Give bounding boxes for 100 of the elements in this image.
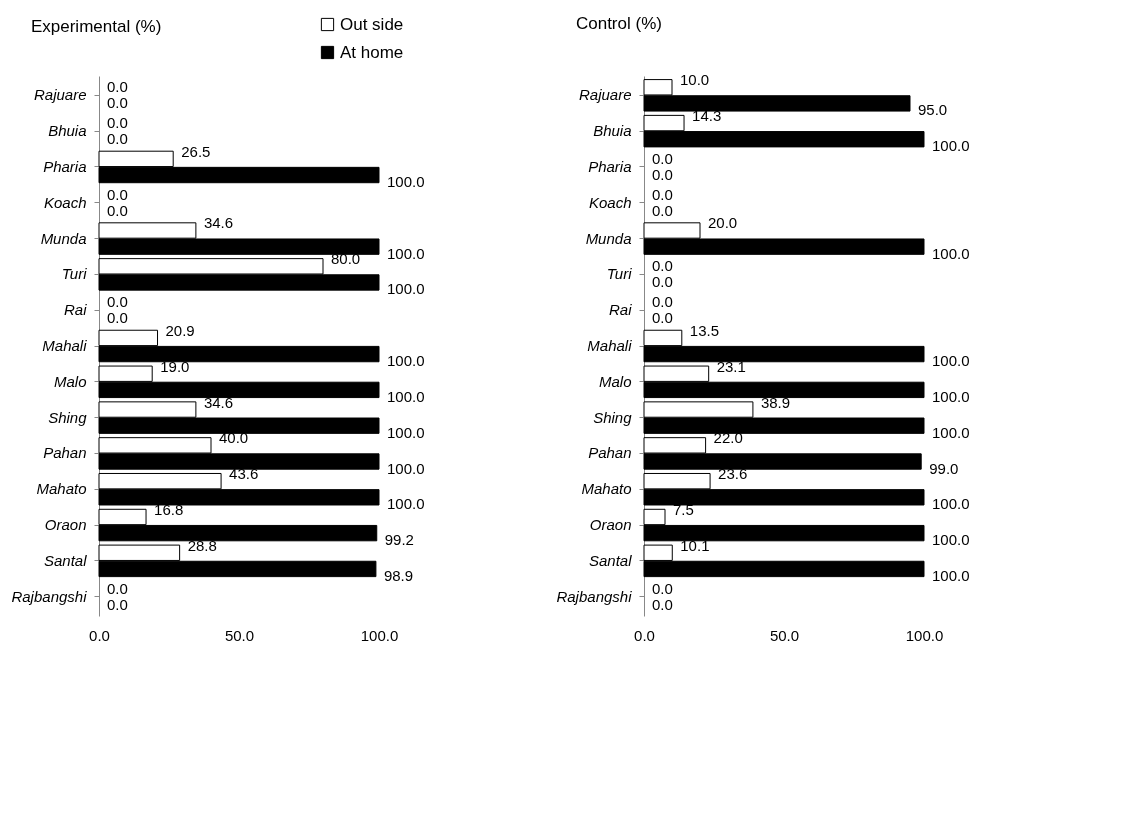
data-label: 100.0 — [387, 423, 425, 441]
x-tick-label: 100.0 — [360, 626, 399, 644]
y-tick-label: Rajbangshi — [556, 587, 633, 605]
data-label: 13.5 — [689, 321, 719, 339]
legend-label: At home — [340, 42, 404, 62]
y-tick-label: Rai — [608, 301, 633, 319]
data-label: 22.0 — [713, 429, 743, 447]
data-label: 100.0 — [932, 566, 970, 584]
chart-title: Control (%) — [575, 14, 662, 34]
data-label: 10.0 — [680, 71, 710, 89]
data-label: 100.0 — [932, 137, 970, 155]
data-label: 0.0 — [652, 185, 673, 203]
x-tick-label: 50.0 — [224, 626, 255, 644]
data-label: 26.5 — [181, 142, 211, 160]
data-label: 100.0 — [932, 244, 970, 262]
data-label: 40.0 — [219, 429, 249, 447]
y-tick-label: Munda — [585, 229, 632, 247]
y-tick-label: Oraon — [589, 516, 632, 534]
y-tick-label: Bhuia — [48, 122, 87, 140]
y-tick-label: Turi — [61, 265, 88, 283]
data-label: 0.0 — [652, 273, 673, 291]
data-label: 20.0 — [708, 214, 738, 232]
data-label: 0.0 — [107, 309, 128, 327]
data-label: 0.0 — [652, 579, 673, 597]
y-tick-label: Shing — [48, 408, 88, 426]
y-tick-label: Mahali — [587, 337, 633, 354]
data-label: 0.0 — [107, 78, 128, 96]
data-label: 0.0 — [652, 149, 673, 167]
data-label: 100.0 — [387, 495, 425, 513]
y-tick-label: Bhuia — [593, 122, 632, 140]
x-tick-label: 100.0 — [905, 626, 944, 644]
data-label: 100.0 — [387, 352, 425, 370]
data-label: 7.5 — [673, 500, 694, 518]
data-label: 20.9 — [165, 321, 195, 339]
y-tick-label: Munda — [40, 229, 87, 247]
data-label: 28.8 — [187, 536, 217, 554]
y-tick-label: Mahali — [42, 337, 88, 354]
data-label: 0.0 — [652, 201, 673, 219]
data-label: 34.6 — [203, 393, 234, 411]
data-label: 0.0 — [107, 201, 128, 219]
data-label: 0.0 — [107, 130, 128, 148]
data-label: 99.2 — [384, 531, 414, 549]
data-label: 100.0 — [387, 244, 425, 262]
data-label: 0.0 — [107, 293, 128, 311]
y-tick-label: Shing — [593, 408, 633, 426]
data-label: 99.0 — [929, 459, 959, 477]
data-label: 23.6 — [718, 465, 748, 483]
data-label: 38.9 — [760, 393, 791, 411]
y-tick-label: Mahato — [581, 480, 632, 498]
data-label: 100.0 — [387, 459, 425, 477]
data-label: 0.0 — [652, 257, 673, 275]
x-tick-label: 0.0 — [634, 626, 655, 644]
y-tick-label: Turi — [606, 265, 633, 283]
data-label: 98.9 — [383, 566, 414, 584]
data-label: 43.6 — [229, 465, 259, 483]
y-tick-label: Rajbangshi — [11, 587, 88, 605]
data-label: 0.0 — [107, 94, 128, 112]
data-label: 19.0 — [160, 357, 190, 375]
data-label: 0.0 — [652, 309, 673, 327]
data-label: 0.0 — [652, 293, 673, 311]
y-tick-label: Malo — [53, 372, 87, 390]
data-label: 100.0 — [387, 173, 425, 191]
x-tick-label: 0.0 — [89, 626, 110, 644]
chart-title: Experimental (%) — [30, 17, 162, 36]
y-tick-label: Malo — [598, 372, 632, 390]
data-label: 100.0 — [387, 280, 425, 298]
data-label: 95.0 — [918, 101, 948, 119]
data-label: 34.6 — [203, 214, 234, 232]
data-label: 0.0 — [107, 579, 128, 597]
data-label: 0.0 — [652, 595, 673, 613]
data-label: 0.0 — [107, 595, 128, 613]
data-label: 0.0 — [107, 185, 128, 203]
data-label: 14.3 — [692, 107, 722, 125]
x-tick-label: 50.0 — [769, 626, 800, 644]
y-tick-label: Pharia — [43, 157, 87, 175]
data-label: 16.8 — [154, 500, 184, 518]
data-label: 10.1 — [680, 536, 710, 554]
y-tick-label: Koach — [43, 193, 87, 211]
y-tick-label: Koach — [588, 193, 632, 211]
data-label: 100.0 — [387, 387, 425, 405]
data-label: 100.0 — [932, 387, 970, 405]
legend-label: Out side — [340, 14, 404, 34]
data-label: 23.1 — [716, 357, 746, 375]
data-label: 100.0 — [932, 352, 970, 370]
data-label: 0.0 — [107, 114, 128, 132]
y-tick-label: Mahato — [36, 480, 87, 498]
y-tick-label: Pharia — [588, 157, 632, 175]
data-label: 80.0 — [331, 250, 361, 268]
data-label: 100.0 — [932, 495, 970, 513]
y-tick-label: Pahan — [43, 444, 87, 462]
y-tick-label: Rai — [63, 301, 88, 319]
y-tick-label: Rajuare — [578, 86, 632, 104]
data-label: 100.0 — [932, 423, 970, 441]
y-tick-label: Santal — [588, 551, 633, 569]
y-tick-label: Santal — [43, 551, 88, 569]
y-tick-label: Rajuare — [33, 86, 87, 104]
y-tick-label: Pahan — [588, 444, 632, 462]
data-label: 0.0 — [652, 166, 673, 184]
y-tick-label: Oraon — [44, 516, 87, 534]
data-label: 100.0 — [932, 531, 970, 549]
